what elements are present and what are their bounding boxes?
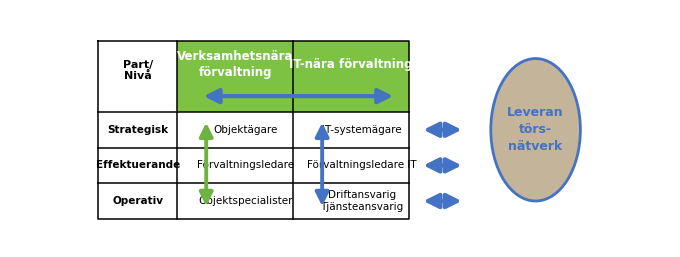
Text: Operativ: Operativ	[112, 196, 163, 206]
Text: Förvaltningsledare IT: Förvaltningsledare IT	[307, 160, 416, 170]
Text: Verksamhetsnära
förvaltning: Verksamhetsnära förvaltning	[177, 50, 294, 79]
Text: Strategisk: Strategisk	[107, 125, 168, 135]
Text: Leveran
törs-
nätverk: Leveran törs- nätverk	[507, 106, 564, 153]
Text: IT-systemägare: IT-systemägare	[322, 125, 401, 135]
Text: Förvaltningsledare: Förvaltningsledare	[197, 160, 294, 170]
Text: Effektuerande: Effektuerande	[96, 160, 180, 170]
Text: Objektägare: Objektägare	[214, 125, 278, 135]
Text: Objektspecialister: Objektspecialister	[199, 196, 293, 206]
Bar	[177, 41, 409, 112]
Text: Driftansvarig
Tjänsteansvarig: Driftansvarig Tjänsteansvarig	[320, 190, 403, 212]
Text: IT-nära förvaltning: IT-nära förvaltning	[290, 58, 413, 71]
Ellipse shape	[491, 59, 581, 201]
Text: Part/
Nivå: Part/ Nivå	[122, 60, 153, 81]
